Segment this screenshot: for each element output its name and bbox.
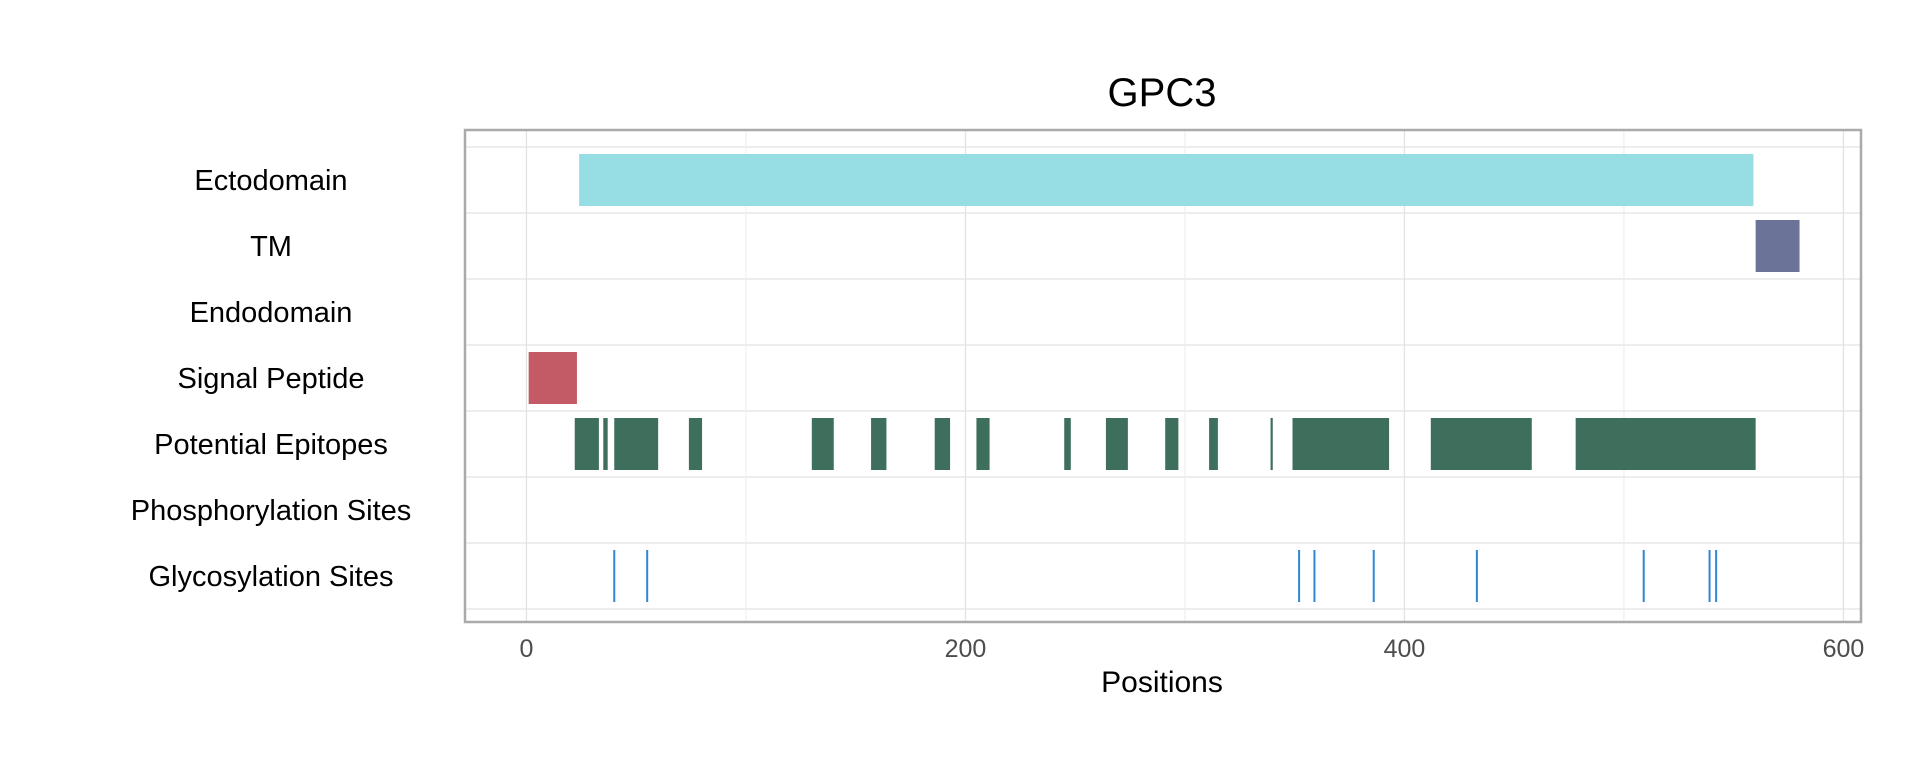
- row-label: Glycosylation Sites: [149, 561, 394, 593]
- x-tick-label: 200: [945, 635, 987, 663]
- chart-title: GPC3: [1108, 71, 1217, 115]
- row-label: Signal Peptide: [177, 363, 364, 395]
- row-label: TM: [250, 231, 292, 263]
- feature-bar: [1292, 418, 1390, 470]
- feature-bar: [528, 352, 577, 404]
- feature-bar: [811, 418, 834, 470]
- feature-bar: [688, 418, 703, 470]
- x-tick-labels: 0 200 400 600: [520, 635, 1865, 663]
- x-tick-label: 0: [520, 635, 534, 663]
- row-labels: Ectodomain TM Endodomain Signal Peptide Pote…: [131, 165, 412, 593]
- feature-bar: [1430, 418, 1532, 470]
- feature-bar: [871, 418, 887, 470]
- row-label: Endodomain: [190, 297, 353, 329]
- grid-lines: [465, 130, 1861, 622]
- feature-bar: [1270, 418, 1273, 470]
- feature-bar: [934, 418, 951, 470]
- feature-bar: [1209, 418, 1218, 470]
- feature-bar: [579, 154, 1754, 206]
- feature-bar: [574, 418, 599, 470]
- plot-panel-border: [463, 128, 1863, 624]
- feature-bar: [1165, 418, 1179, 470]
- feature-marks: [528, 154, 1800, 602]
- feature-bar: [1105, 418, 1128, 470]
- row-label: Ectodomain: [194, 165, 347, 197]
- feature-bar: [1755, 220, 1800, 272]
- x-tick-label: 400: [1384, 635, 1426, 663]
- feature-bar: [614, 418, 659, 470]
- row-label: Potential Epitopes: [154, 429, 388, 461]
- feature-bar: [1575, 418, 1756, 470]
- x-tick-label: 600: [1823, 635, 1865, 663]
- x-axis-title: Positions: [1101, 666, 1223, 699]
- feature-bar: [1064, 418, 1071, 470]
- row-label: Phosphorylation Sites: [131, 495, 412, 527]
- feature-bar: [603, 418, 608, 470]
- feature-bar: [976, 418, 990, 470]
